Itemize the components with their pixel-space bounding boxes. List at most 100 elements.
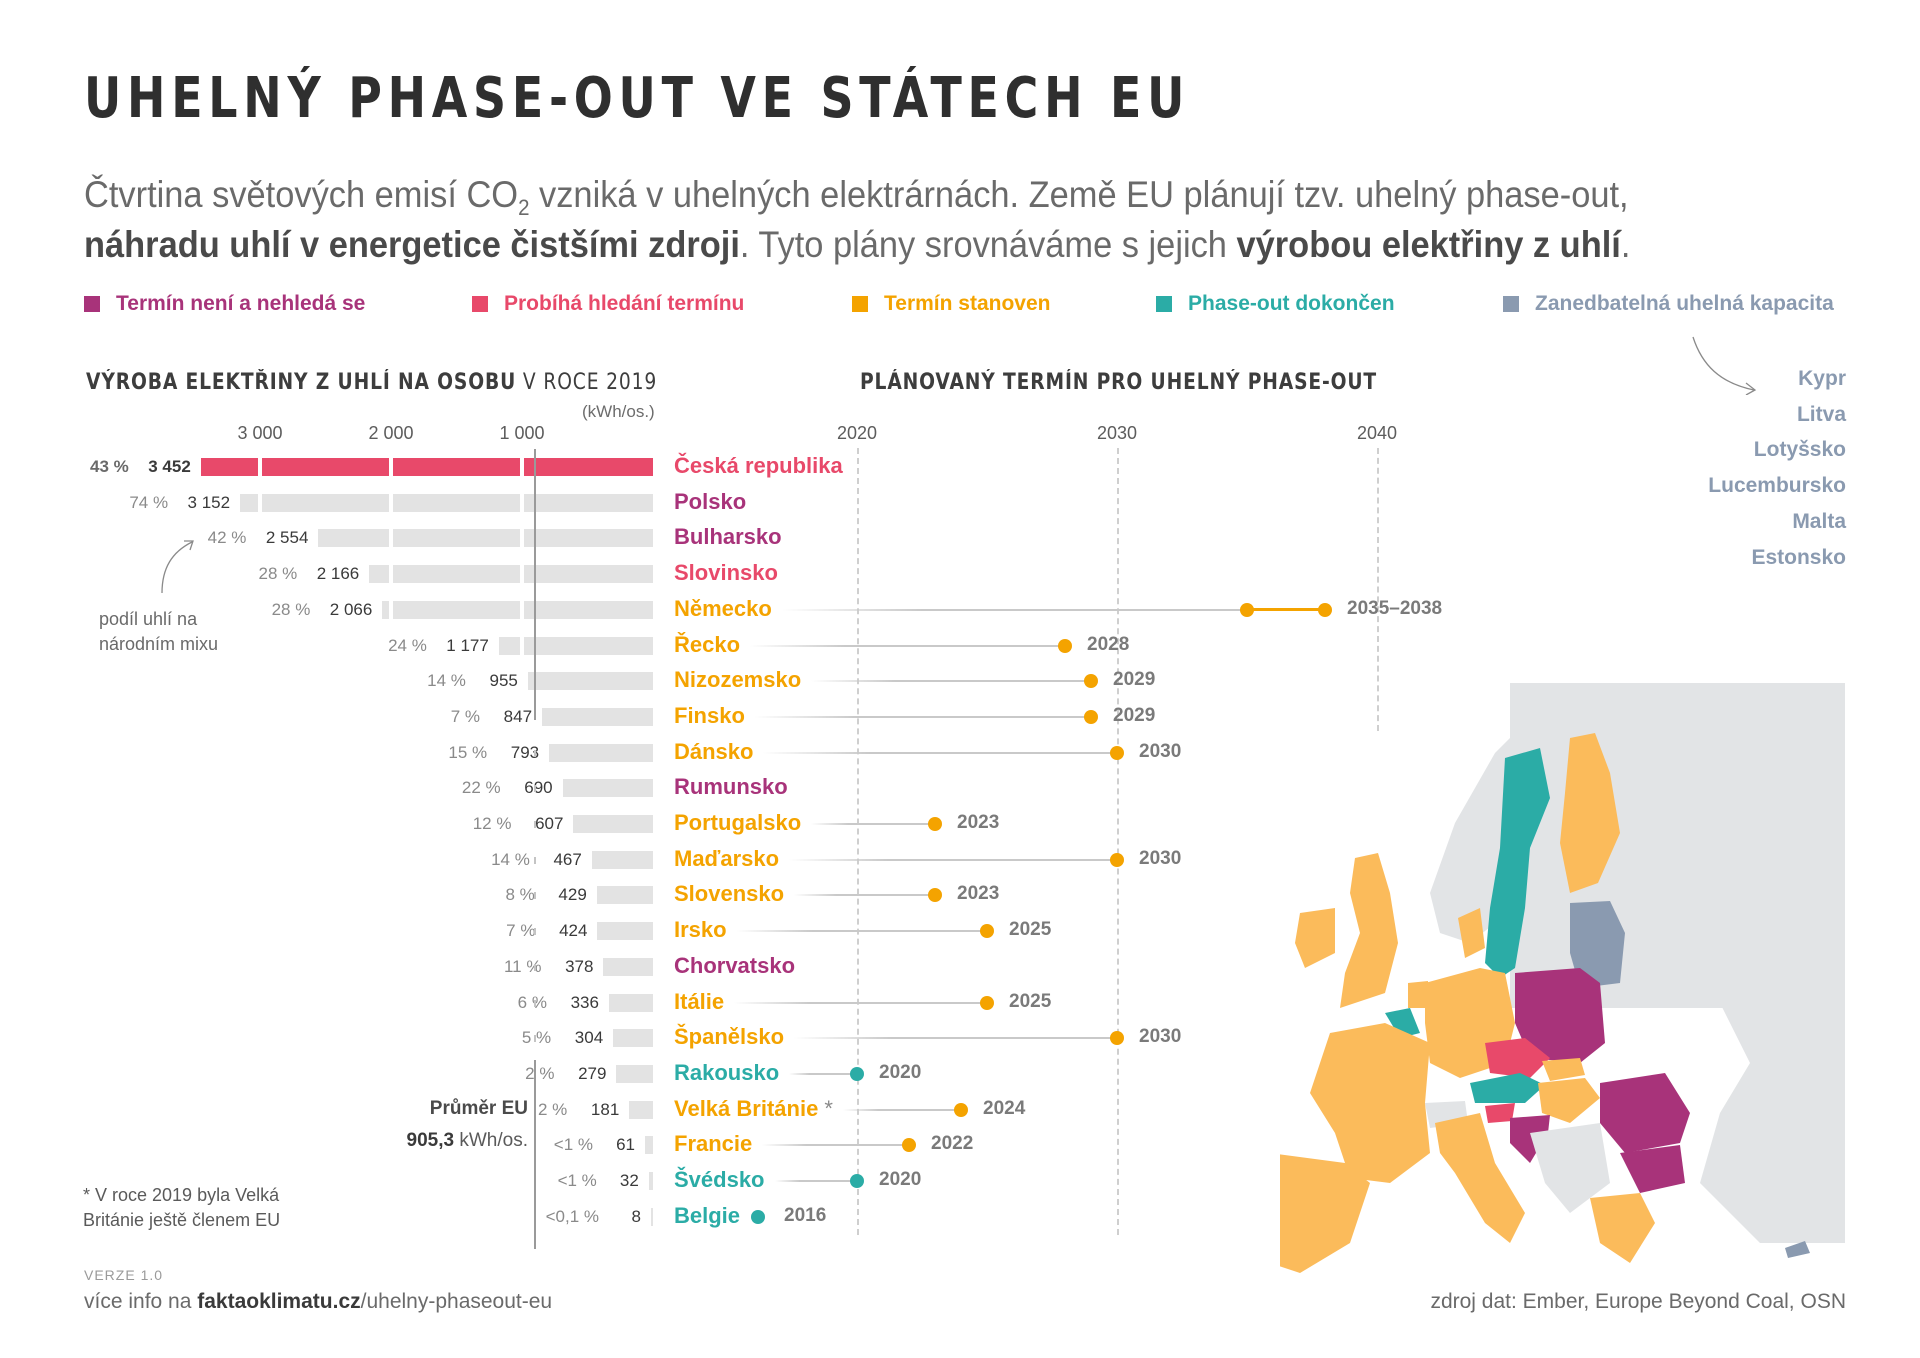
eu-average-line-dash: [534, 856, 537, 864]
country-label: Polsko: [674, 488, 747, 514]
map-croatia: [1510, 1115, 1550, 1163]
coal-share-label: 7 %: [450, 706, 481, 726]
bar-value-label: 304: [574, 1028, 604, 1048]
left-chart-unit: (kWh/os.): [582, 402, 655, 421]
bar: [651, 1207, 653, 1226]
map-balkans: [1530, 1123, 1610, 1213]
map-czechia: [1485, 1038, 1550, 1078]
timeline-range: [1247, 608, 1325, 612]
timeline-stem: [811, 680, 1091, 683]
bar-gap: [389, 492, 393, 513]
left-chart-title-thin: V ROCE 2019: [516, 370, 658, 395]
bar-gap: [258, 457, 262, 477]
eu-average-unit: kWh/os.: [454, 1130, 528, 1151]
map-netherlands: [1408, 981, 1428, 1008]
legend-label: Phase-out dokončen: [1188, 292, 1395, 315]
annotation-arrow-icon: [161, 540, 194, 594]
more-info-link[interactable]: více info na faktaoklimatu.cz/uhelny-pha…: [84, 1290, 552, 1314]
bar: [591, 850, 653, 869]
timeline-year-label: 2020: [879, 1169, 922, 1190]
coal-share-label: <0,1 %: [545, 1206, 599, 1226]
page-title: UHELNÝ PHASE-OUT VE STÁTECH EU: [84, 66, 1191, 131]
timeline-year-label: 2020: [879, 1061, 922, 1083]
version-label: VERZE 1.0: [84, 1267, 164, 1283]
bar-gap: [520, 492, 524, 513]
timeline-stem: [762, 1144, 909, 1147]
timeline-gridline: [1377, 448, 1379, 732]
coal-share-label: 5 %: [521, 1028, 552, 1048]
bar: [527, 672, 653, 691]
country-label: Švédsko: [674, 1167, 765, 1192]
coal-share-label: 24 %: [388, 635, 427, 655]
country-label: Česká republika: [674, 453, 843, 478]
timeline-year-label: 2035–2038: [1347, 597, 1443, 619]
country-label: Dánsko: [674, 738, 754, 764]
bar: [597, 922, 653, 941]
bar-value-label: 690: [524, 778, 553, 798]
map-austria: [1470, 1073, 1545, 1103]
country-label: Finsko: [674, 702, 745, 728]
timeline-axis-tick-label: 2040: [1356, 423, 1398, 443]
bar: [562, 779, 653, 798]
country-name: Maďarsko: [674, 846, 779, 872]
timeline-stem: [736, 930, 987, 933]
negligible-country: Lucembursko: [1708, 474, 1846, 498]
coal-share-label: <1 %: [553, 1135, 593, 1155]
coal-share-label: 15 %: [448, 742, 488, 762]
legend-swatch: [1503, 296, 1519, 312]
timeline-year-label: 2028: [1087, 633, 1130, 655]
timeline-point: [1318, 602, 1332, 617]
map-romania: [1600, 1073, 1690, 1153]
coal-share-label: 12 %: [472, 814, 512, 833]
bar-value-label: 336: [570, 992, 599, 1012]
timeline-stem: [754, 715, 1091, 718]
map-belgium: [1385, 1008, 1420, 1038]
timeline-stem: [794, 894, 935, 897]
subtitle-line-2: náhradu uhlí v energetice čistšími zdroj…: [84, 224, 1630, 266]
timeline-gridline: [857, 448, 859, 1235]
country-label: Německo: [674, 595, 772, 621]
timeline-year-label: 2030: [1139, 1026, 1182, 1048]
bar-value-label: 32: [619, 1171, 639, 1190]
timeline-stem: [789, 1072, 857, 1075]
bar-gap: [258, 492, 262, 513]
country-name: Německo: [674, 596, 772, 622]
bar-value-label: 3 452: [148, 457, 191, 476]
timeline-year-label: 2023: [957, 812, 1000, 833]
more-info-domain[interactable]: faktaoklimatu.cz: [197, 1290, 361, 1313]
eu-average-line-dash: [534, 892, 537, 900]
country-label: Belgie: [674, 1202, 741, 1228]
timeline-point: [1110, 852, 1124, 867]
subtitle-line-1: Čtvrtina světových emisí CO2 vzniká v uh…: [84, 174, 1629, 219]
coal-share-label: 2 %: [525, 1063, 555, 1083]
timeline-stem: [843, 1108, 961, 1111]
bar-value-label: 2 554: [265, 528, 309, 548]
bar: [608, 993, 653, 1012]
coal-share-label: 7 %: [506, 921, 536, 941]
negligible-country: Kypr: [1798, 367, 1846, 390]
map-italy: [1435, 1113, 1525, 1243]
legend-swatch: [84, 296, 100, 312]
eu-average-value: 905,3 kWh/os.: [300, 1130, 528, 1152]
country-name: Bulharsko: [674, 524, 782, 550]
coal-share-label: 43 %: [90, 457, 129, 476]
legend-swatch: [852, 296, 868, 312]
bar-gap: [520, 599, 524, 620]
eu-average-label: Průměr EU: [429, 1098, 528, 1119]
bar-value-label: 793: [510, 742, 540, 762]
bar: [369, 565, 653, 584]
map-ireland: [1295, 908, 1335, 968]
legend-label: Probíhá hledání termínu: [504, 292, 745, 315]
map-poland: [1515, 968, 1605, 1063]
bar: [318, 529, 653, 548]
subtitle-subscript: 2: [518, 195, 530, 220]
bar: [200, 458, 653, 476]
country-label: Itálie: [674, 988, 725, 1014]
more-info-path[interactable]: /uhelny-phaseout-eu: [360, 1290, 553, 1313]
bar: [498, 636, 653, 655]
bar-value-label: 2 066: [329, 599, 373, 619]
eu-average-line-dash: [534, 999, 537, 1007]
timeline-year-label: 2025: [1009, 990, 1052, 1012]
country-label: Irsko: [674, 917, 727, 943]
country-label: Nizozemsko: [674, 667, 802, 693]
